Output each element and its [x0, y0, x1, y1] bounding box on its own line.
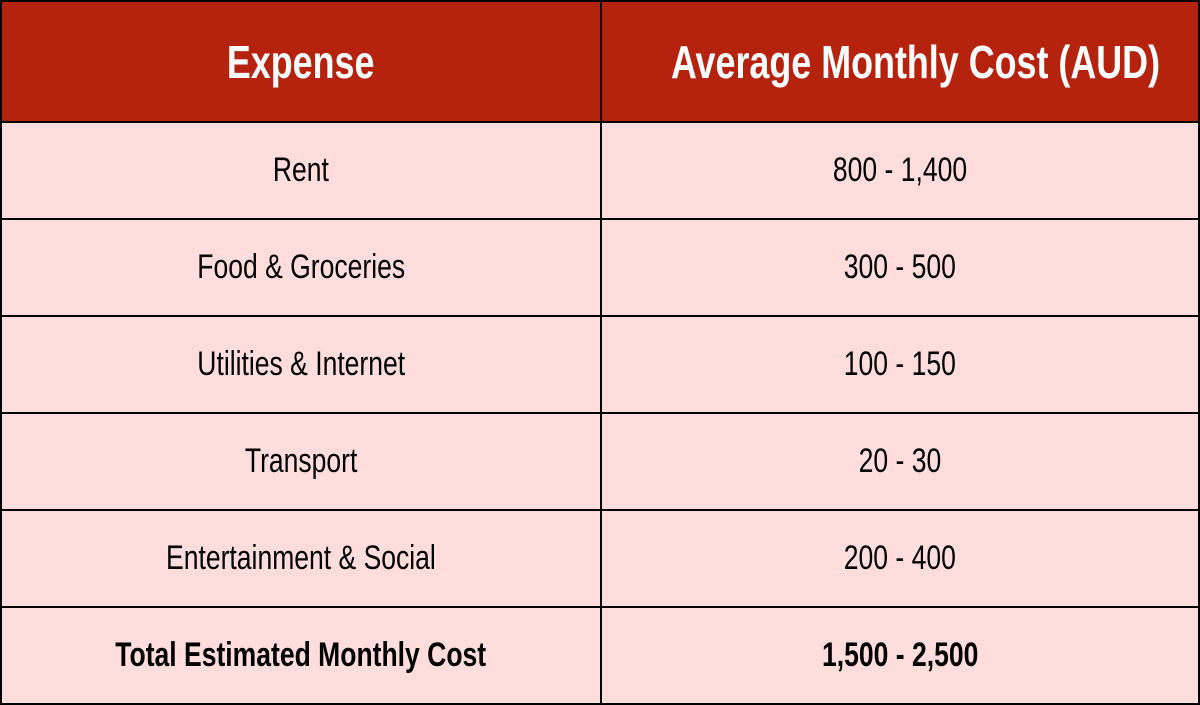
header-row: Expense Average Monthly Cost (AUD): [0, 0, 1200, 123]
table-row: Entertainment & Social 200 - 400: [0, 509, 1200, 608]
cost-cell: 100 - 150: [600, 315, 1200, 414]
header-expense: Expense: [0, 0, 602, 123]
expense-cell: Entertainment & Social: [0, 509, 602, 608]
cost-cell: 20 - 30: [600, 412, 1200, 511]
total-value: 1,500 - 2,500: [821, 636, 979, 674]
expense-cell: Transport: [0, 412, 602, 511]
header-expense-label: Expense: [227, 35, 375, 88]
table-row: Rent 800 - 1,400: [0, 121, 1200, 220]
cost-value: 800 - 1,400: [832, 151, 968, 189]
expense-label: Rent: [272, 151, 330, 189]
header-cost-label: Average Monthly Cost (AUD): [670, 35, 1161, 88]
total-label-cell: Total Estimated Monthly Cost: [0, 606, 602, 705]
cost-value: 200 - 400: [843, 539, 957, 577]
table-row: Transport 20 - 30: [0, 412, 1200, 511]
header-cost: Average Monthly Cost (AUD): [600, 0, 1200, 123]
expense-cell: Food & Groceries: [0, 218, 602, 317]
expense-label: Transport: [244, 442, 358, 480]
cost-value: 300 - 500: [843, 248, 957, 286]
total-value-cell: 1,500 - 2,500: [600, 606, 1200, 705]
total-row: Total Estimated Monthly Cost 1,500 - 2,5…: [0, 606, 1200, 705]
table-row: Utilities & Internet 100 - 150: [0, 315, 1200, 414]
expense-cell: Utilities & Internet: [0, 315, 602, 414]
expense-label: Food & Groceries: [197, 248, 405, 286]
cost-value: 100 - 150: [843, 345, 957, 383]
cost-cell: 200 - 400: [600, 509, 1200, 608]
table-row: Food & Groceries 300 - 500: [0, 218, 1200, 317]
cost-cell: 300 - 500: [600, 218, 1200, 317]
expense-cell: Rent: [0, 121, 602, 220]
cost-value: 20 - 30: [858, 442, 942, 480]
expense-label: Entertainment & Social: [166, 539, 436, 577]
total-label: Total Estimated Monthly Cost: [115, 636, 487, 674]
expense-label: Utilities & Internet: [197, 345, 405, 383]
cost-cell: 800 - 1,400: [600, 121, 1200, 220]
